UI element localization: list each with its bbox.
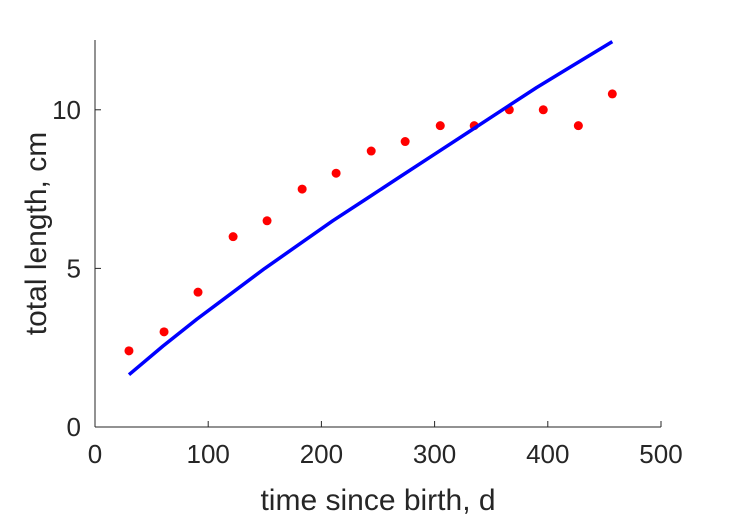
data-point: [538, 105, 548, 115]
data-point: [193, 287, 203, 297]
plot-area: [124, 40, 617, 377]
data-point: [400, 137, 410, 147]
data-point: [228, 232, 238, 242]
data-point: [435, 121, 445, 131]
x-tick-label: 0: [88, 439, 102, 469]
data-point: [607, 89, 617, 99]
y-axis-title: total length, cm: [20, 132, 53, 335]
data-point: [297, 184, 307, 194]
y-tick-label: 5: [67, 253, 81, 283]
y-tick-label: 0: [67, 412, 81, 442]
x-axis-title: time since birth, d: [260, 484, 495, 517]
data-point: [573, 121, 583, 131]
x-tick-label: 100: [187, 439, 230, 469]
x-ticks: 0 100 200 300 400 500: [88, 421, 683, 469]
x-tick-label: 300: [413, 439, 456, 469]
data-point: [331, 168, 341, 178]
fit-line: [127, 40, 614, 377]
data-point: [159, 327, 169, 337]
data-point: [366, 146, 376, 156]
x-tick-label: 500: [639, 439, 682, 469]
data-point: [262, 216, 272, 226]
x-tick-label: 200: [300, 439, 343, 469]
data-point: [124, 346, 134, 356]
y-tick-label: 10: [52, 95, 81, 125]
x-tick-label: 400: [526, 439, 569, 469]
y-ticks: 0 5 10: [52, 95, 101, 442]
axes: 0 100 200 300 400 500 0 5 10: [52, 40, 683, 469]
